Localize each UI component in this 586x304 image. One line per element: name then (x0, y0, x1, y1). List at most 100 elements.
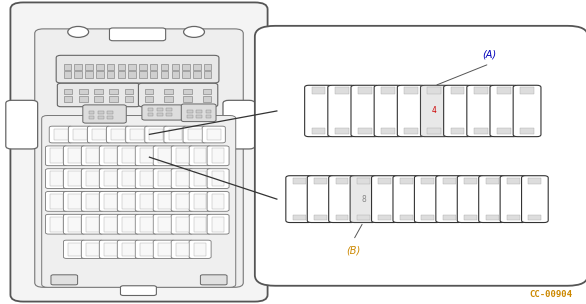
Bar (529, 215, 541, 220)
Text: (B): (B) (346, 246, 360, 256)
Bar (464, 215, 477, 220)
Bar (172, 71, 179, 78)
Bar (474, 128, 488, 134)
FancyBboxPatch shape (307, 176, 334, 223)
Bar (166, 108, 172, 111)
Bar (507, 215, 520, 220)
Bar (442, 178, 456, 184)
Bar (164, 96, 173, 102)
FancyBboxPatch shape (374, 85, 402, 137)
Bar (196, 115, 202, 118)
Bar (96, 64, 104, 70)
Bar (158, 243, 171, 256)
FancyBboxPatch shape (110, 28, 166, 41)
Bar (158, 148, 171, 163)
FancyBboxPatch shape (189, 146, 211, 166)
Bar (64, 89, 73, 94)
FancyBboxPatch shape (100, 146, 121, 166)
Bar (110, 96, 118, 102)
Bar (336, 215, 349, 220)
FancyBboxPatch shape (328, 85, 356, 137)
Bar (335, 88, 349, 94)
Bar (357, 215, 370, 220)
FancyBboxPatch shape (81, 214, 103, 234)
FancyBboxPatch shape (350, 176, 377, 223)
Bar (104, 243, 117, 256)
Bar (183, 89, 192, 94)
Bar (140, 171, 152, 186)
Bar (122, 243, 135, 256)
Bar (212, 194, 224, 209)
Bar (194, 243, 206, 256)
FancyBboxPatch shape (372, 176, 398, 223)
Bar (404, 128, 418, 134)
FancyBboxPatch shape (145, 126, 168, 143)
FancyBboxPatch shape (189, 240, 211, 258)
Bar (161, 64, 168, 70)
FancyBboxPatch shape (11, 2, 268, 302)
FancyBboxPatch shape (57, 83, 139, 107)
Bar (50, 148, 63, 163)
FancyBboxPatch shape (138, 83, 218, 107)
Text: CC-00904: CC-00904 (529, 289, 573, 299)
FancyBboxPatch shape (81, 192, 103, 211)
FancyBboxPatch shape (183, 126, 206, 143)
Bar (358, 128, 372, 134)
Bar (107, 64, 114, 70)
FancyBboxPatch shape (117, 214, 139, 234)
FancyBboxPatch shape (421, 85, 448, 137)
Bar (176, 217, 189, 232)
Bar (158, 217, 171, 232)
Bar (68, 194, 81, 209)
Bar (314, 178, 327, 184)
Bar (79, 96, 87, 102)
FancyBboxPatch shape (202, 126, 225, 143)
Bar (428, 128, 441, 134)
FancyBboxPatch shape (329, 176, 355, 223)
Bar (96, 71, 104, 78)
FancyBboxPatch shape (200, 275, 227, 285)
FancyBboxPatch shape (207, 169, 229, 188)
Bar (404, 88, 418, 94)
FancyBboxPatch shape (153, 214, 175, 234)
Bar (68, 243, 81, 256)
Bar (107, 71, 114, 78)
Bar (183, 96, 192, 102)
Bar (335, 128, 349, 134)
Bar (520, 128, 534, 134)
FancyBboxPatch shape (153, 240, 175, 258)
FancyBboxPatch shape (171, 192, 193, 211)
Bar (110, 89, 118, 94)
Bar (187, 115, 193, 118)
Bar (203, 89, 212, 94)
Text: 4: 4 (432, 106, 437, 116)
FancyBboxPatch shape (207, 214, 229, 234)
Bar (164, 89, 173, 94)
Bar (128, 64, 136, 70)
Bar (357, 178, 370, 184)
Bar (86, 64, 93, 70)
Bar (64, 64, 71, 70)
Text: 8: 8 (361, 195, 366, 204)
Bar (182, 64, 190, 70)
Bar (98, 116, 104, 119)
Bar (86, 148, 99, 163)
Bar (166, 113, 172, 116)
FancyBboxPatch shape (87, 126, 111, 143)
Bar (292, 178, 306, 184)
FancyBboxPatch shape (135, 192, 157, 211)
Bar (122, 194, 135, 209)
Circle shape (183, 26, 205, 37)
Bar (212, 171, 224, 186)
FancyBboxPatch shape (135, 169, 157, 188)
Bar (486, 215, 499, 220)
Bar (194, 217, 206, 232)
FancyBboxPatch shape (164, 126, 187, 143)
Bar (158, 194, 171, 209)
Bar (194, 171, 206, 186)
FancyBboxPatch shape (189, 169, 211, 188)
Bar (497, 88, 511, 94)
Bar (292, 215, 306, 220)
FancyBboxPatch shape (457, 176, 484, 223)
Bar (86, 217, 99, 232)
